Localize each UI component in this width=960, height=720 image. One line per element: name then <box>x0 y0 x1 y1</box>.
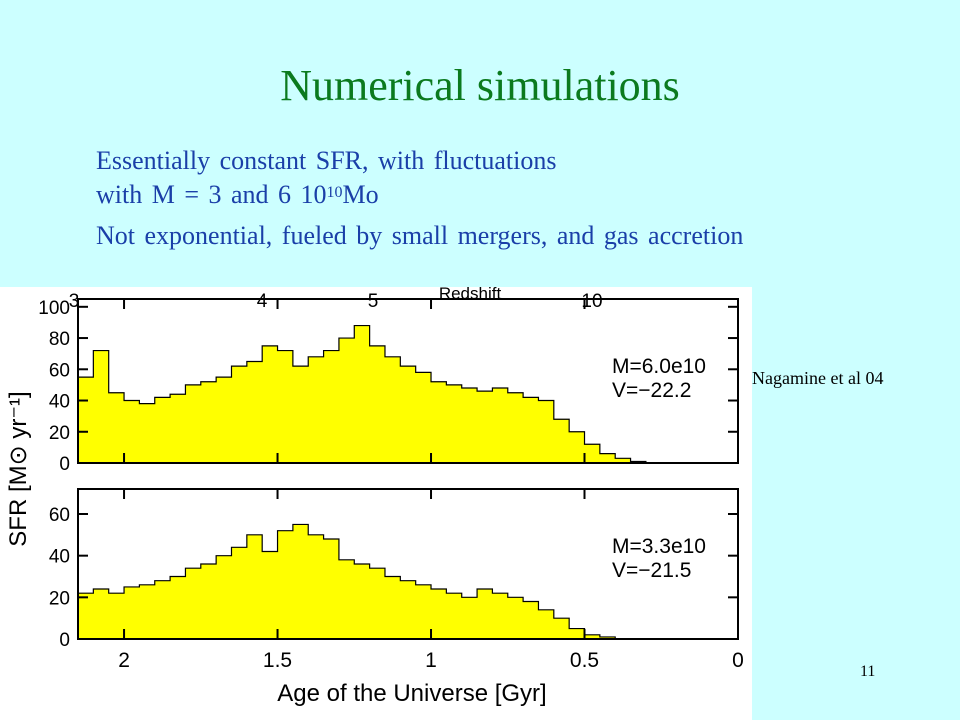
x-axis-label: Age of the Universe [Gyr] <box>277 680 546 707</box>
redshift-tick-label-3: 10 <box>581 291 602 312</box>
panel-frame-2 <box>77 488 739 640</box>
citation: Nagamine et al 04 <box>752 368 884 388</box>
y-tick-label-2-1: 20 <box>49 588 70 609</box>
y-axis-label: SFR [M⊙ yr⁻¹] <box>5 391 32 546</box>
bullet-line-2-unit: Mo <box>342 180 379 209</box>
x-tick-label-2: 1 <box>425 649 437 672</box>
x-tick-label-4: 0 <box>732 649 744 672</box>
x-tick-label-0: 2 <box>118 649 130 672</box>
redshift-tick-label-1: 4 <box>257 291 268 312</box>
slide-title: Numerical simulations <box>280 61 680 110</box>
panel-frame-1 <box>77 298 739 464</box>
y-tick-label-1-3: 60 <box>49 360 70 381</box>
slide-number: 11 <box>860 663 876 680</box>
x-tick-label-3: 0.5 <box>570 649 599 672</box>
y-tick-label-1-4: 80 <box>49 329 70 350</box>
panel-annotation-2-1: V=−21.5 <box>612 559 691 582</box>
y-tick-label-2-0: 0 <box>59 630 70 651</box>
bullet-line-2-exponent: 10 <box>326 184 343 201</box>
bullet-line-1: Essentially constant SFR, with fluctuati… <box>96 146 557 175</box>
bullet-line-2-text: with M = 3 and 6 10 <box>96 180 327 209</box>
sfr-chart: 020406080100M=6.0e10V=−22.20204060M=3.3e… <box>5 287 744 707</box>
sfr-histogram-panel-2 <box>77 523 662 640</box>
redshift-tick-label-0: 3 <box>69 291 80 312</box>
redshift-tick-label-2: 5 <box>368 291 379 312</box>
y-tick-label-1-0: 0 <box>59 454 70 475</box>
y-tick-label-1-1: 20 <box>49 423 70 444</box>
x-tick-label-1: 1.5 <box>263 649 292 672</box>
y-tick-label-2-2: 40 <box>49 547 70 568</box>
bullet-line-3: Not exponential, fueled by small mergers… <box>96 221 744 250</box>
y-tick-label-2-3: 60 <box>49 505 70 526</box>
redshift-axis-label: Redshift <box>439 287 502 303</box>
bullet-line-2: with M = 3 and 6 1010Mo <box>96 179 379 211</box>
panel-annotation-1-1: V=−22.2 <box>612 379 691 402</box>
y-tick-label-1-5: 100 <box>38 298 70 319</box>
sfr-figure: 0 20 40 60 80 100 M=6.0e10 V=−22.2 0 20 40 60 M=3.3e… <box>0 287 752 720</box>
panel-annotation-2-0: M=3.3e10 <box>612 535 706 558</box>
sfr-histogram-panel-1 <box>77 324 677 464</box>
panel-annotation-1-0: M=6.0e10 <box>612 355 706 378</box>
y-tick-label-1-2: 40 <box>49 392 70 413</box>
